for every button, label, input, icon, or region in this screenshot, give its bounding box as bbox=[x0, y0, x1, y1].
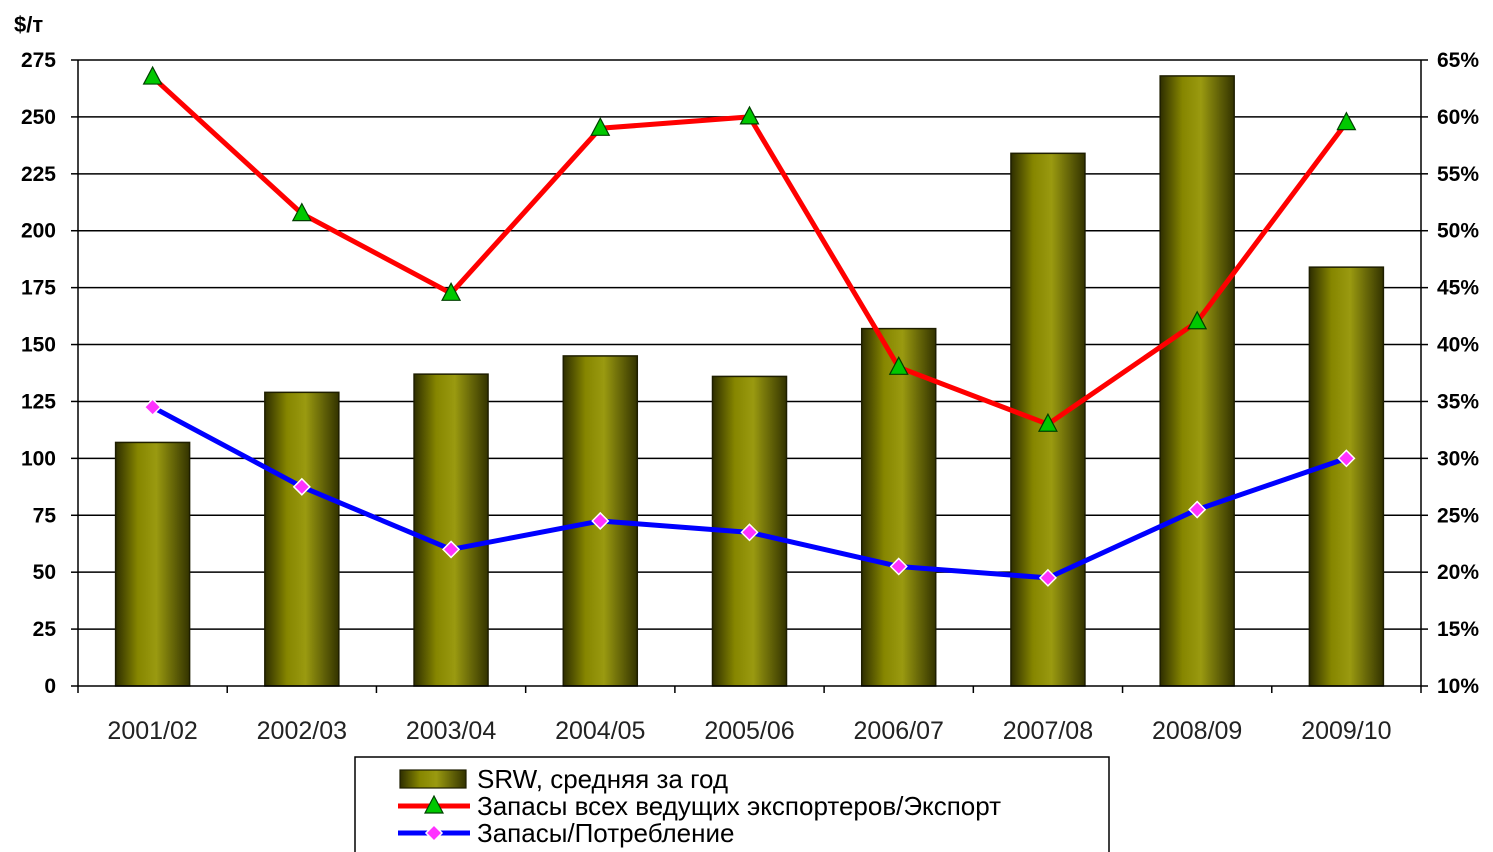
y-right-tick-label: 45% bbox=[1437, 277, 1479, 300]
bar bbox=[1159, 75, 1235, 687]
y-axis-right-ticks: 10% 15% 20% 25% 30% 35% 40% 45% 50% 55% 60% 65% bbox=[1437, 49, 1479, 698]
y-axis-left-ticks: 0 25 50 75 100 125 150 175 200 225 250 275 bbox=[21, 49, 56, 698]
y-left-tick-label: 175 bbox=[21, 277, 56, 300]
y-left-tick-label: 50 bbox=[33, 561, 56, 584]
legend-label: Запасы/Потребление bbox=[477, 818, 734, 848]
line-marker-diamond bbox=[1337, 449, 1356, 468]
x-tick-label: 2008/09 bbox=[1152, 717, 1242, 745]
line-marker-diamond bbox=[424, 823, 444, 843]
bar-series bbox=[114, 75, 1385, 687]
x-axis-ticks: 2001/02 2002/03 2003/04 2004/05 2005/06 2006/… bbox=[107, 717, 1391, 745]
y-right-tick-label: 40% bbox=[1437, 334, 1479, 357]
y-left-tick-label: 125 bbox=[21, 390, 56, 413]
y-left-tick-label: 0 bbox=[44, 675, 56, 698]
y-right-tick-label: 65% bbox=[1437, 49, 1479, 72]
x-tick-label: 2006/07 bbox=[854, 717, 944, 745]
axes bbox=[71, 59, 1428, 693]
line-marker-triangle bbox=[424, 794, 444, 814]
y-right-tick-label: 20% bbox=[1437, 561, 1479, 584]
y-left-tick-label: 150 bbox=[21, 334, 56, 357]
line-marker-triangle bbox=[441, 282, 462, 301]
y-left-tick-label: 275 bbox=[21, 49, 56, 72]
line-marker-triangle bbox=[291, 202, 312, 222]
line-marker-diamond bbox=[740, 523, 759, 542]
legend-label: Запасы всех ведущих экспортеров/Экспорт bbox=[477, 791, 1001, 821]
y-right-tick-label: 55% bbox=[1437, 163, 1479, 186]
y-right-tick-label: 35% bbox=[1437, 390, 1479, 413]
line-marker-triangle bbox=[1037, 412, 1058, 432]
y-right-tick-label: 50% bbox=[1437, 220, 1479, 243]
y-right-tick-label: 25% bbox=[1437, 504, 1479, 527]
y-left-tick-label: 25 bbox=[33, 618, 57, 641]
bar bbox=[114, 441, 191, 687]
line-marker-diamond bbox=[143, 398, 162, 417]
x-tick-label: 2001/02 bbox=[107, 717, 197, 745]
line-marker-triangle bbox=[1336, 111, 1357, 131]
line-marker-diamond bbox=[292, 477, 311, 496]
y-right-tick-label: 10% bbox=[1437, 675, 1479, 698]
bar bbox=[413, 373, 489, 687]
line-marker-triangle bbox=[590, 117, 611, 136]
y-left-tick-label: 200 bbox=[21, 220, 56, 243]
line-marker-diamond bbox=[1188, 500, 1207, 519]
y-left-tick-label: 225 bbox=[21, 163, 56, 186]
y-left-tick-label: 100 bbox=[21, 447, 56, 470]
y-right-tick-label: 60% bbox=[1437, 106, 1479, 129]
x-tick-label: 2009/10 bbox=[1301, 717, 1391, 745]
bar bbox=[264, 391, 340, 687]
y-right-tick-label: 30% bbox=[1437, 447, 1479, 470]
x-tick-label: 2003/04 bbox=[406, 717, 496, 745]
y-right-tick-label: 15% bbox=[1437, 618, 1479, 641]
y-axis-unit-label: $/т bbox=[14, 12, 43, 37]
bar bbox=[1308, 266, 1385, 687]
line-series bbox=[142, 65, 1357, 587]
line-marker-diamond bbox=[441, 540, 461, 559]
line-marker-triangle bbox=[1187, 310, 1208, 330]
bar bbox=[860, 327, 937, 687]
x-tick-label: 2005/06 bbox=[704, 717, 794, 745]
legend-label: SRW, средняя за год bbox=[477, 764, 728, 794]
line-marker-diamond bbox=[1038, 568, 1058, 587]
line-marker-diamond bbox=[591, 511, 610, 531]
y-left-tick-label: 75 bbox=[33, 504, 57, 527]
legend-box bbox=[354, 756, 1110, 852]
line-marker-diamond bbox=[889, 557, 908, 576]
line-marker-triangle bbox=[888, 356, 909, 375]
legend-swatch-bar bbox=[399, 769, 467, 789]
y-left-tick-label: 250 bbox=[21, 106, 56, 129]
x-tick-label: 2007/08 bbox=[1003, 717, 1093, 745]
line-marker-triangle bbox=[142, 65, 163, 85]
x-tick-label: 2002/03 bbox=[257, 717, 347, 745]
x-tick-label: 2004/05 bbox=[555, 717, 645, 745]
line-marker-triangle bbox=[739, 105, 760, 125]
